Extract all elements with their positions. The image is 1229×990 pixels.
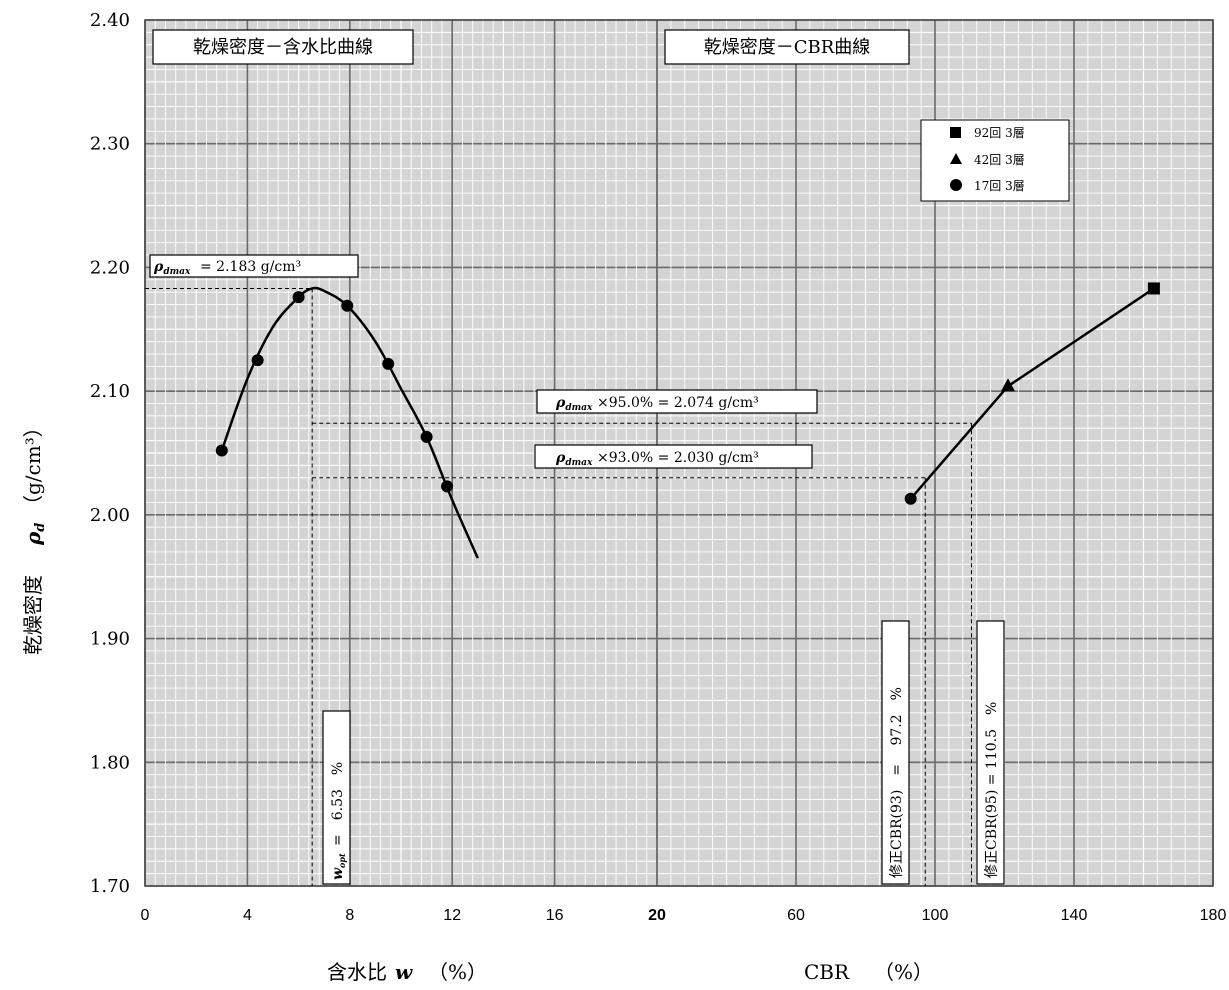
x-tick-label-right: 180 (1200, 907, 1227, 924)
x-tick-label-left: 8 (345, 907, 354, 924)
compaction-point (292, 291, 305, 304)
legend-square-marker (950, 127, 961, 138)
x-tick-label-right: 100 (922, 907, 949, 924)
x-tick-label-left: 12 (443, 907, 461, 924)
compaction-point (382, 357, 395, 370)
x-tick-label-left: 16 (546, 907, 564, 924)
y-tick-label: 2.20 (90, 257, 130, 278)
y-tick-label: 1.70 (90, 876, 130, 897)
rho-95-value: ×95.0% = 2.074 g/cm³ (597, 395, 759, 411)
y-tick-label: 2.40 (90, 10, 130, 31)
legend-circle-marker (950, 179, 962, 191)
rho-95-label: ρdmax ×95.0% = 2.074 g/cm³ (536, 389, 818, 414)
x-axis-title-right: CBR (804, 960, 850, 984)
legend-label-17: 17回 3層 (974, 179, 1025, 193)
y-tick-labels: 1.70 1.80 1.90 2.00 2.10 2.20 2.30 2.40 (90, 10, 130, 897)
x-axis-symbol-left: w (395, 960, 413, 984)
legend: 92回 3層 42回 3層 17回 3層 (920, 119, 1070, 202)
legend-label-92: 92回 3層 (974, 126, 1025, 140)
cbr93-value: 修正CBR(93) = 97.2 % (889, 687, 905, 878)
w-opt-label: wopt = 6.53 % (322, 710, 351, 885)
y-axis-title: 乾燥密度 (21, 575, 45, 655)
y-tick-label: 2.00 (90, 505, 130, 526)
compaction-point (341, 299, 354, 312)
y-tick-label: 1.80 (90, 752, 130, 773)
data-series (215, 282, 1160, 559)
x-tick-label-left: 4 (243, 907, 252, 924)
left-chart-title: 乾燥密度－含水比曲線 (193, 37, 373, 58)
rho-dmax-label: ρdmax = 2.183 g/cm³ (149, 254, 359, 278)
x-axis-unit-right: （%） (874, 960, 933, 984)
cbr95-value: 修正CBR(95) = 110.5 % (984, 702, 1000, 878)
plot-frame (144, 19, 1214, 887)
plot-border (144, 19, 1214, 887)
cbr-point-triangle (1000, 378, 1015, 392)
rho-93-label: ρdmax ×93.0% = 2.030 g/cm³ (534, 444, 813, 469)
y-tick-label: 1.90 (90, 629, 130, 650)
rho-dmax-value: = 2.183 g/cm³ (200, 259, 301, 275)
compaction-point (441, 480, 454, 493)
legend-label-42: 42回 3層 (974, 153, 1025, 167)
x-tick-label-right: 60 (787, 907, 805, 924)
rho-93-value: ×93.0% = 2.030 g/cm³ (597, 450, 759, 466)
cbr93-label: 修正CBR(93) = 97.2 % (881, 620, 910, 885)
compaction-point (215, 444, 228, 457)
reference-lines (145, 287, 972, 886)
compaction-point (251, 354, 264, 367)
right-title-box: 乾燥密度－CBR曲線 (664, 29, 910, 65)
x-tick-label-left: 0 (141, 907, 150, 924)
legend-triangle-marker (950, 153, 962, 164)
y-axis-unit: （g/cm³） (21, 417, 45, 515)
x-axis-label-right: CBR （%） (804, 960, 933, 984)
cbr95-label: 修正CBR(95) = 110.5 % (976, 620, 1005, 885)
cbr-point-circle (904, 492, 917, 505)
x-axis-label-left: 含水比 w （%） (327, 960, 487, 984)
left-title-box: 乾燥密度－含水比曲線 (152, 29, 414, 65)
y-axis-label: 乾燥密度 ρd （g/cm³） (21, 417, 48, 655)
cbr-point-square (1147, 282, 1160, 295)
x-axis-unit-left: （%） (428, 960, 487, 984)
right-chart-title: 乾燥密度－CBR曲線 (704, 37, 871, 58)
x-tick-label-right: 140 (1061, 907, 1088, 924)
y-axis-symbol: ρd (21, 523, 48, 546)
x-tick-label-boundary: 20 (648, 907, 666, 924)
x-tick-labels: 0 4 8 12 16 20 60 100 140 180 (141, 907, 1227, 924)
compaction-curve (220, 286, 479, 559)
x-axis-title-left: 含水比 (327, 960, 387, 984)
y-tick-label: 2.30 (90, 134, 130, 155)
w-opt-value: = 6.53 % (330, 762, 346, 846)
y-tick-label: 2.10 (90, 381, 130, 402)
compaction-point (420, 430, 433, 443)
